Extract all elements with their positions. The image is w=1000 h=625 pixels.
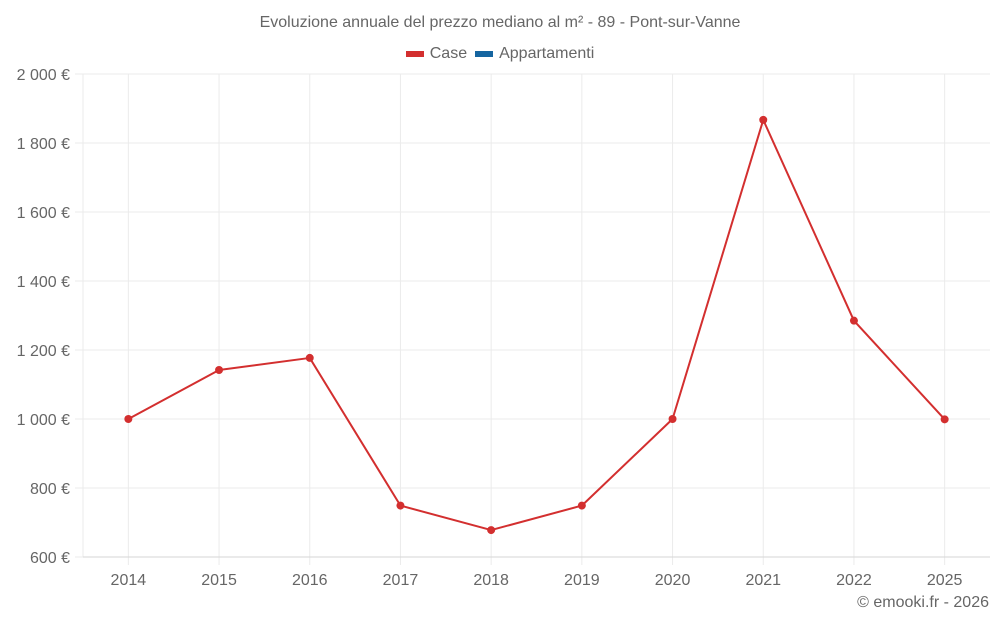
chart-legend: Case Appartamenti: [0, 45, 1000, 63]
y-tick-label: 1 600 €: [17, 205, 70, 222]
data-point[interactable]: [668, 415, 677, 423]
x-tick-label: 2017: [383, 572, 419, 589]
data-point[interactable]: [396, 501, 405, 510]
x-tick-label: 2019: [564, 572, 600, 589]
data-point[interactable]: [305, 353, 314, 362]
legend-swatch-case: [405, 51, 424, 57]
y-tick-label: 1 000 €: [17, 412, 70, 429]
data-point[interactable]: [215, 366, 224, 375]
y-tick-label: 1 400 €: [17, 274, 70, 291]
x-axis: 2014 2015 2016 2017 2018 2019 2020 2021 2022 2025: [83, 556, 990, 589]
series-case: [124, 115, 949, 535]
legend-item-appartamenti[interactable]: Appartamenti: [475, 45, 594, 63]
legend-item-case[interactable]: Case: [405, 45, 468, 63]
x-tick-label: 2020: [655, 572, 691, 589]
chart-title: Evoluzione annuale del prezzo mediano al…: [259, 14, 741, 31]
grid-lines: [75, 73, 990, 565]
y-axis: 600 € 800 € 1 000 € 1 200 € 1 400 € 1 600 € 1 …: [17, 67, 70, 567]
legend-label-appartamenti: Appartamenti: [499, 45, 595, 62]
x-tick-label: 2025: [927, 572, 963, 589]
data-point[interactable]: [849, 316, 858, 325]
x-tick-label: 2021: [745, 572, 781, 589]
y-tick-label: 1 200 €: [17, 343, 70, 360]
data-point[interactable]: [577, 501, 586, 510]
data-point[interactable]: [124, 415, 133, 423]
y-tick-label: 2 000 €: [17, 67, 70, 84]
x-tick-label: 2016: [292, 572, 328, 589]
x-tick-label: 2014: [111, 572, 147, 589]
y-tick-label: 600 €: [30, 550, 70, 567]
x-tick-label: 2015: [201, 572, 237, 589]
credit-text: © emooki.fr - 2026: [857, 594, 989, 611]
y-tick-label: 1 800 €: [17, 136, 70, 153]
x-tick-label: 2018: [473, 572, 509, 589]
data-point[interactable]: [940, 415, 949, 424]
y-tick-label: 800 €: [30, 481, 70, 498]
legend-label-case: Case: [429, 45, 468, 62]
legend-swatch-appartamenti: [475, 51, 494, 57]
x-tick-label: 2022: [836, 572, 872, 589]
data-point[interactable]: [487, 526, 496, 535]
data-point[interactable]: [759, 115, 768, 124]
